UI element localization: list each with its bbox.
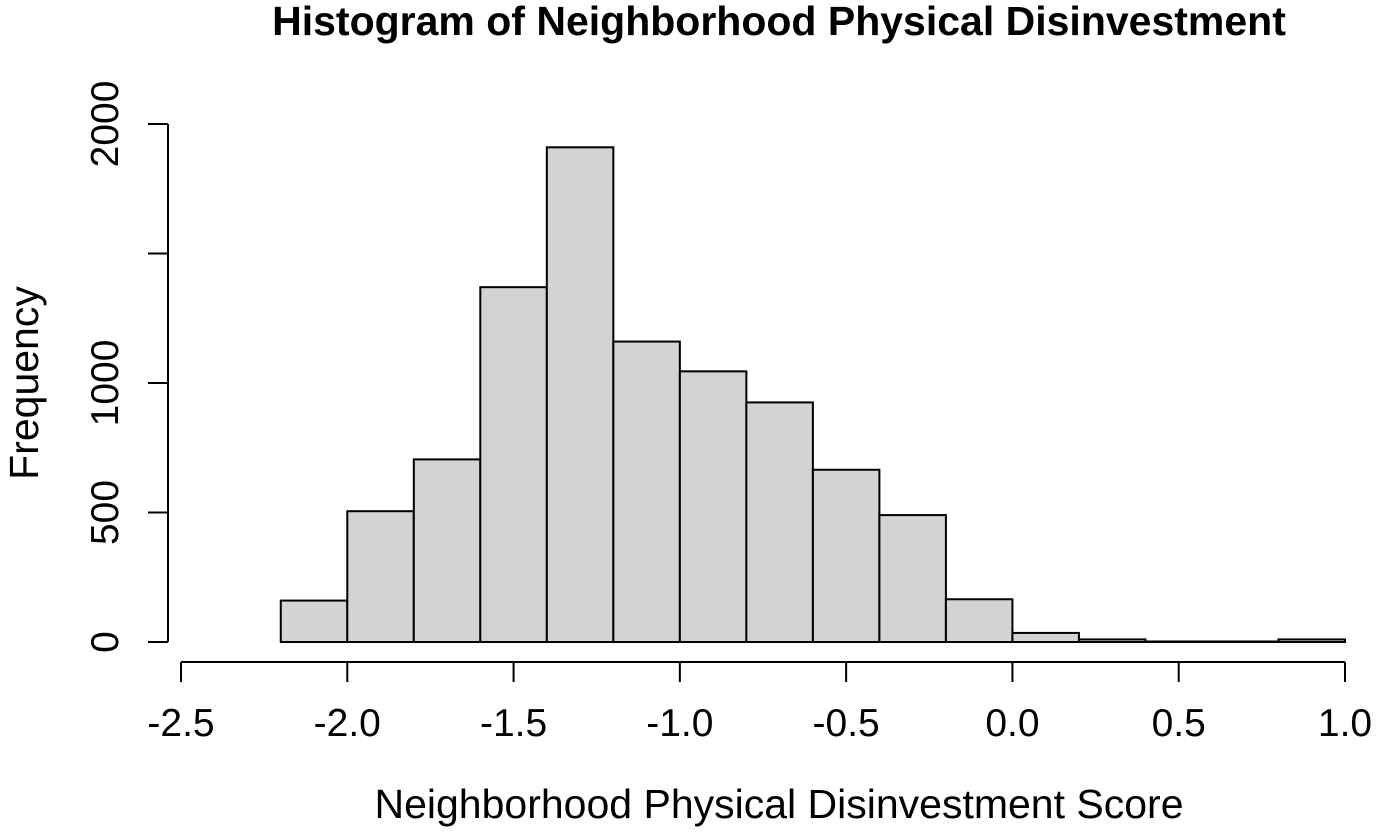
x-axis-label: Neighborhood Physical Disinvestment Scor…: [374, 781, 1183, 827]
y-axis-label: Frequency: [1, 286, 47, 480]
histogram-bar: [412, 458, 482, 643]
x-tick-label: 0.5: [1152, 702, 1206, 745]
histogram-bar: [878, 514, 947, 644]
histogram-bar: [1077, 638, 1147, 643]
bars-group: [279, 146, 1346, 644]
y-tick-label: 1000: [84, 340, 127, 427]
histogram-bar: [745, 401, 814, 644]
histogram-bar: [479, 286, 548, 643]
y-tick-label: 500: [84, 480, 127, 545]
y-tick-label: 2000: [84, 81, 127, 168]
x-tick-label: 0.0: [985, 702, 1039, 745]
x-tick-label: 1.0: [1318, 702, 1372, 745]
x-tick-label: -1.5: [480, 702, 547, 745]
histogram-bar: [1011, 631, 1080, 643]
histogram-bar: [279, 599, 349, 643]
histogram-bar: [1144, 640, 1213, 643]
x-tick-label: -1.0: [646, 702, 713, 745]
x-axis: -2.5 -2.0 -1.5 -1.0 -0.5 0.0 0.5 1.0: [147, 661, 1372, 745]
histogram-bar: [545, 146, 615, 643]
x-tick-label: -2.0: [314, 702, 381, 745]
histogram-bar: [944, 598, 1014, 644]
histogram-bar: [1210, 640, 1280, 643]
histogram-bar: [612, 340, 681, 643]
histogram-bar: [346, 510, 415, 643]
x-tick-label: -2.5: [147, 702, 214, 745]
x-tick-label: -0.5: [813, 702, 880, 745]
histogram-bar: [678, 370, 748, 643]
histogram-bar: [1277, 638, 1346, 643]
y-axis: 0 500 1000 2000: [84, 81, 169, 653]
chart-title: Histogram of Neighborhood Physical Disin…: [272, 0, 1286, 44]
y-tick-label: 0: [84, 631, 127, 653]
histogram-bar: [811, 468, 881, 644]
